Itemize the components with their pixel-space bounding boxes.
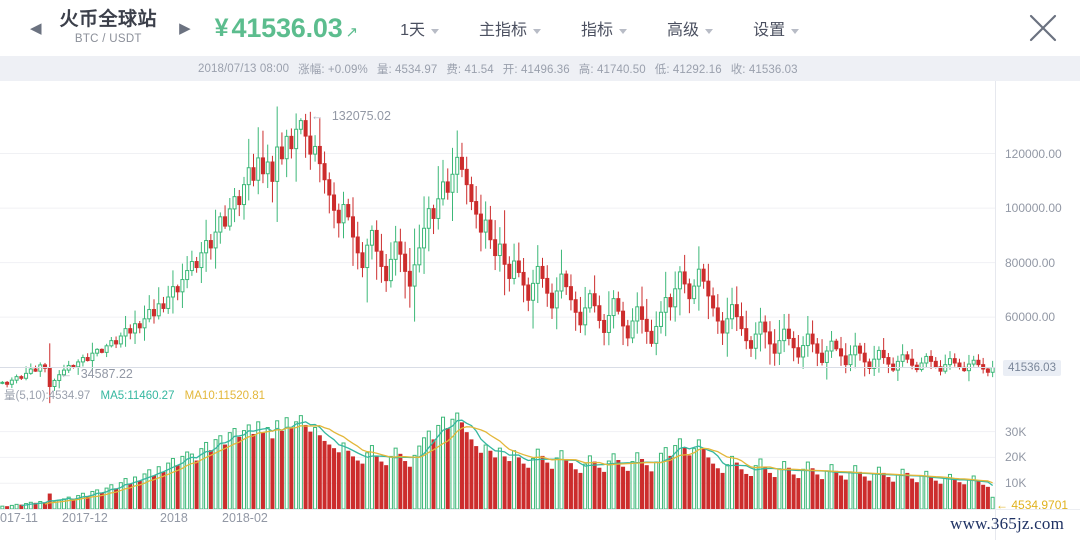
volume-last-value-label: ← 4534.9701 bbox=[996, 498, 1068, 512]
period-high-value: 132075.02 bbox=[331, 108, 391, 123]
chevron-down-icon bbox=[533, 29, 542, 34]
menu-item-label: 高级 bbox=[667, 22, 700, 39]
currency-symbol: ¥ bbox=[214, 13, 229, 42]
chart-canvas[interactable]: ← 132075.02 ← 34587.22 量(5,10):4534.97 M… bbox=[0, 81, 1080, 540]
volume-last-value: 4534.9701 bbox=[1011, 498, 1069, 512]
x-axis: 017-11 2017-12 2018 2018-02 bbox=[0, 509, 1080, 539]
x-axis-label: 2017-12 bbox=[62, 511, 108, 525]
price-axis-label: 100000.00 bbox=[1005, 201, 1062, 216]
menu-item-main-indicator[interactable]: 主指标 bbox=[479, 16, 542, 40]
volume-axis-label: 30K bbox=[1005, 424, 1027, 439]
close-icon[interactable] bbox=[1028, 13, 1058, 43]
chevron-down-icon bbox=[705, 29, 714, 34]
period-low-value: 34587.22 bbox=[80, 367, 133, 382]
menu-item-label: 1天 bbox=[400, 22, 426, 39]
info-high: 高: 41740.50 bbox=[578, 63, 646, 76]
x-axis-label: 2018 bbox=[160, 511, 188, 525]
info-datetime: 2018/07/13 08:00 bbox=[198, 62, 290, 75]
price-axis-label: 80000.00 bbox=[1005, 255, 1056, 270]
menu-item-label: 指标 bbox=[581, 22, 614, 39]
triangle-left-icon[interactable]: ◀ bbox=[30, 19, 42, 37]
toolbar: ◀ 火币全球站 BTC / USDT ▶ ¥ 41536.03 ↗ 1天 主指标… bbox=[0, 0, 1080, 56]
x-axis-label: 2018-02 bbox=[222, 511, 268, 525]
ma10-legend-value: MA10:11520.81 bbox=[184, 390, 266, 402]
x-axis-label: 017-11 bbox=[0, 511, 38, 525]
menu-item-label: 设置 bbox=[753, 22, 786, 39]
price-value: 41536.03 bbox=[231, 12, 343, 43]
chart-menu: 1天 主指标 指标 高级 设置 bbox=[400, 16, 839, 40]
info-low: 低: 41292.16 bbox=[654, 63, 722, 76]
info-close: 收: 41536.03 bbox=[730, 63, 798, 76]
candlestick-plot bbox=[0, 81, 1080, 540]
exchange-info: 火币全球站 BTC / USDT bbox=[59, 9, 158, 46]
period-low-annotation: ← 34587.22 bbox=[60, 367, 133, 381]
trend-up-icon: ↗ bbox=[345, 23, 359, 41]
triangle-right-icon[interactable]: ▶ bbox=[179, 19, 191, 37]
menu-item-label: 主指标 bbox=[479, 22, 528, 39]
last-price-badge: 41536.03 bbox=[1003, 359, 1061, 376]
current-price: ¥ 41536.03 ↗ bbox=[215, 13, 359, 44]
volume-legend-value: 量(5,10):4534.97 bbox=[4, 390, 91, 402]
menu-item-advanced[interactable]: 高级 bbox=[667, 16, 714, 40]
menu-item-indicator[interactable]: 指标 bbox=[581, 16, 628, 40]
volume-axis-label: 20K bbox=[1005, 450, 1027, 465]
price-axis-label: 60000.00 bbox=[1005, 310, 1056, 325]
ma5-legend-value: MA5:11460.27 bbox=[100, 390, 175, 402]
period-high-annotation: ← 132075.02 bbox=[311, 109, 391, 123]
watermark: www.365jz.com bbox=[950, 514, 1064, 533]
volume-axis-label: 10K bbox=[1005, 476, 1027, 491]
info-volume: 量: 4534.97 bbox=[376, 63, 438, 76]
menu-item-settings[interactable]: 设置 bbox=[753, 16, 800, 40]
info-change: 涨幅: +0.09% bbox=[298, 63, 368, 76]
ohlc-info-bar: 2018/07/13 08:00 涨幅: +0.09% 量: 4534.97 费… bbox=[0, 56, 1080, 81]
menu-item-interval[interactable]: 1天 bbox=[400, 16, 440, 40]
chevron-down-icon bbox=[431, 29, 440, 34]
arrow-left-icon: ← bbox=[310, 108, 324, 123]
chevron-down-icon bbox=[619, 29, 628, 34]
exchange-name: 火币全球站 bbox=[59, 9, 158, 31]
chevron-down-icon bbox=[791, 29, 800, 34]
info-fee: 费: 41.54 bbox=[446, 63, 494, 76]
trading-pair-label: BTC / USDT bbox=[74, 33, 142, 46]
info-open: 开: 41496.36 bbox=[502, 63, 570, 76]
volume-indicator-legend: 量(5,10):4534.97 MA5:11460.27 MA10:11520.… bbox=[4, 387, 272, 403]
arrow-left-icon: ← bbox=[59, 367, 73, 382]
price-axis-label: 120000.00 bbox=[1005, 146, 1062, 161]
arrow-left-icon: ← bbox=[996, 498, 1008, 512]
